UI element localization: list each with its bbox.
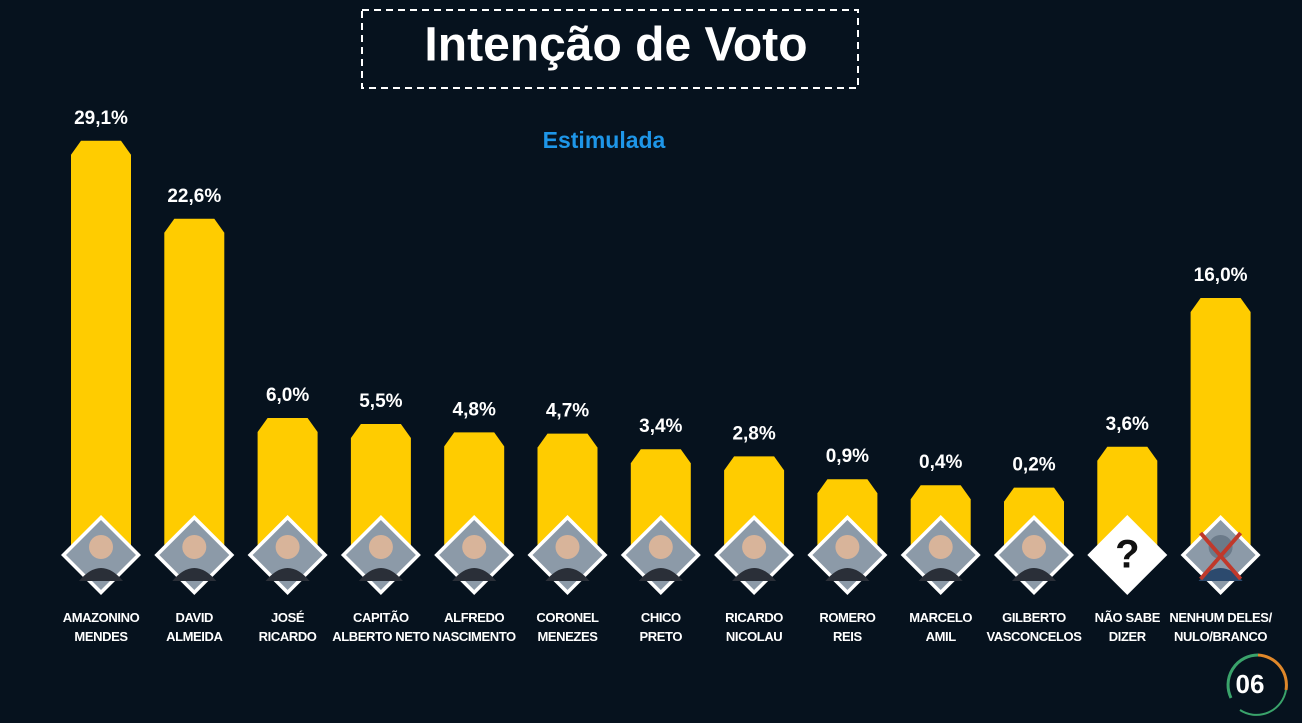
category-label: ROMERO REIS (819, 610, 876, 644)
bar (444, 432, 505, 548)
value-label: 3,4% (639, 416, 682, 437)
photo-body (732, 568, 777, 581)
value-label: 3,6% (1106, 414, 1149, 435)
bar (71, 140, 131, 549)
value-label: 29,1% (74, 108, 128, 129)
value-label: 0,2% (1012, 455, 1055, 476)
chart-title: Intenção de Voto (424, 19, 807, 72)
photo-head (555, 535, 580, 559)
photo-body (79, 568, 123, 581)
category-label: AMAZONINO MENDES (62, 610, 140, 644)
value-label: 2,8% (732, 423, 775, 444)
category-label: JOSÉ RICARDO (258, 610, 317, 644)
photo-body (638, 568, 683, 581)
photo-head (182, 535, 207, 559)
value-label: 6,0% (266, 385, 309, 406)
page-badge: 06 (1226, 653, 1288, 716)
bar (537, 433, 598, 548)
bar (164, 218, 225, 549)
photo-head (835, 535, 860, 559)
category-label: CHICO PRETO (639, 610, 683, 644)
unknown-icon: ? (1115, 533, 1139, 577)
category-label: RICARDO NICOLAU (725, 610, 784, 644)
category-label: ALFREDO NASCIMENTO (432, 610, 517, 644)
x-mark (1199, 531, 1243, 581)
photo-head (1022, 535, 1046, 559)
photo-head (275, 535, 300, 559)
category-label: MARCELO AMIL (909, 610, 973, 644)
bar (1190, 298, 1251, 548)
value-label: 4,8% (453, 399, 496, 420)
photo-body (1012, 568, 1056, 581)
value-label: 16,0% (1194, 265, 1248, 286)
chart-subtitle: Estimulada (543, 127, 666, 153)
photo-body (452, 568, 497, 581)
photo-head (648, 535, 673, 559)
photo-body (172, 568, 217, 581)
photo-head (462, 535, 487, 559)
photo-body (265, 568, 310, 581)
title-frame (361, 9, 859, 89)
category-label: CAPITÃO ALBERTO NETO (332, 610, 430, 644)
photo-body (918, 568, 963, 581)
category-label: DAVID ALMEIDA (166, 610, 223, 644)
photo-body (825, 568, 870, 581)
bar (630, 449, 691, 548)
category-label: CORONEL MENEZES (536, 610, 599, 644)
photo-head (928, 535, 953, 559)
category-label: NÃO SABE DIZER (1094, 610, 1161, 644)
bar (350, 424, 411, 548)
photo-head (742, 535, 767, 559)
photo-body (358, 568, 403, 581)
bar (724, 456, 785, 548)
photo-head (368, 535, 393, 559)
photo-body (545, 568, 590, 581)
bar (1097, 446, 1158, 548)
value-label: 0,9% (826, 446, 869, 467)
category-label: GILBERTO VASCONCELOS (986, 610, 1082, 644)
category-label: NENHUM DELES/ NULO/BRANCO (1169, 610, 1272, 644)
page-number: 06 (1236, 669, 1265, 699)
photo-head (1208, 535, 1233, 559)
photo-head (89, 535, 113, 559)
value-label: 5,5% (359, 391, 402, 412)
bar (257, 418, 318, 548)
photo (1092, 520, 1163, 590)
value-label: 0,4% (919, 452, 962, 473)
value-label: 4,7% (546, 401, 589, 422)
value-label: 22,6% (167, 186, 221, 207)
